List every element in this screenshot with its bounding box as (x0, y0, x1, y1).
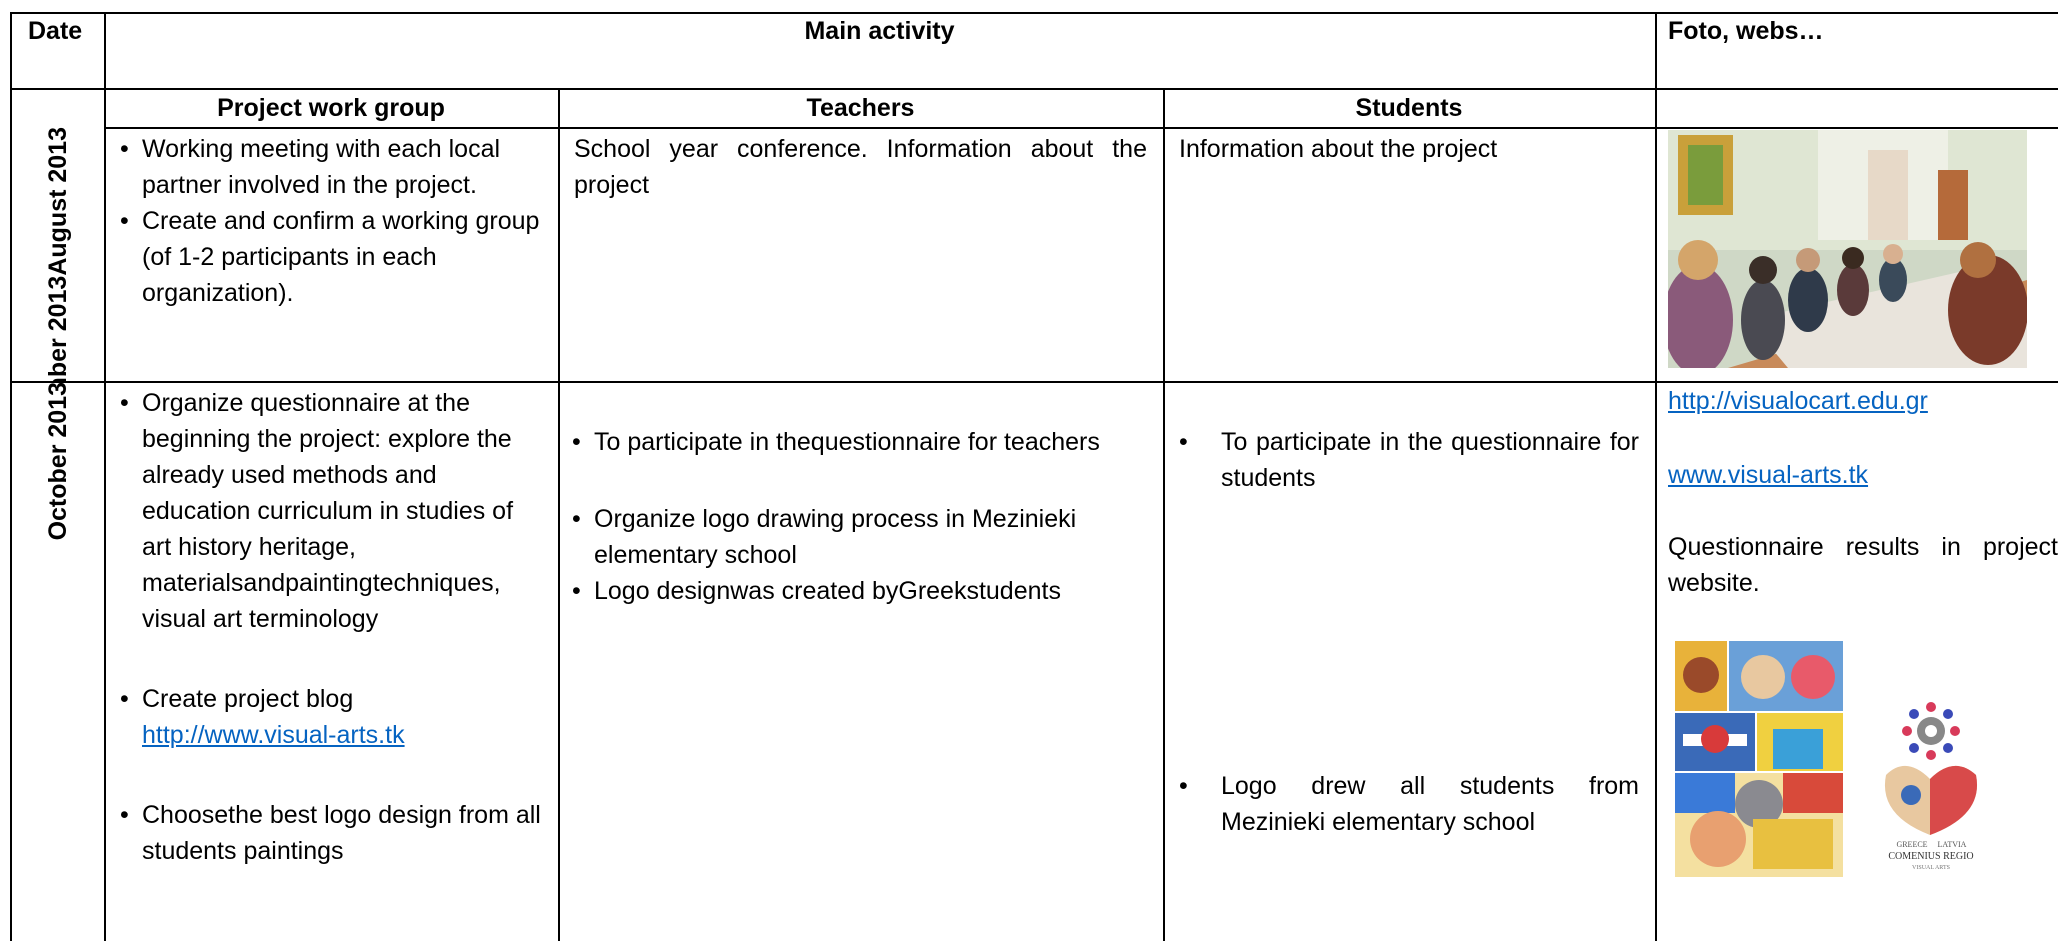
photo (1668, 130, 2027, 368)
border (1163, 88, 1165, 941)
foto-text: Questionnaire results in project website… (1668, 533, 2058, 597)
header-date: Date (28, 17, 83, 45)
bullet-text: Organize questionnaire at the beginning … (142, 389, 514, 633)
logo: GREECE LATVIA COMENIUS REGIO VISUAL ARTS (1866, 695, 1996, 877)
header-main: Main activity (804, 17, 955, 45)
collage (1673, 639, 1845, 879)
header-foto: Foto, webs… (1668, 17, 1824, 45)
bullet: • Organize logo drawing process in Mezini… (572, 501, 1132, 573)
link[interactable]: http://www.visual-arts.tk (142, 721, 405, 749)
bullet-text: Choosethe best logo design from all stud… (142, 801, 541, 865)
bullet-text: To participate in thequestionnaire for t… (594, 428, 1100, 456)
teachers: • Organize logo drawing process in Mezini… (572, 501, 1132, 609)
bullet-text: Logo designwas created byGreekstudents (594, 577, 1061, 605)
border (558, 88, 560, 941)
bullet: • Create project blog http://www.visual-ar… (120, 685, 405, 749)
logo-text: VISUAL ARTS (1912, 865, 1950, 871)
work-group: • Create project blog http://www.visual-ar… (120, 681, 545, 753)
bullet-text: Working meeting with each local partner … (142, 135, 501, 199)
date: September 2013August 2013 (44, 127, 72, 381)
border (10, 12, 12, 941)
link[interactable]: http://visualocart.edu.gr (1668, 387, 1928, 415)
bullet-text: To participate in the questionnaire for … (1221, 428, 1639, 492)
subheader: Teachers (806, 94, 915, 122)
bullet: • Working meeting with each local partner… (120, 131, 545, 203)
border (10, 381, 2058, 383)
bullet-text: Create and confirm a working group (of 1… (142, 207, 540, 307)
border (104, 127, 2058, 129)
work-group: • Organize questionnaire at the beginning… (120, 385, 545, 637)
bullet: • Organize questionnaire at the beginning… (120, 385, 545, 637)
border (1655, 12, 1657, 941)
bullet: • Logo drew all students from Mezinieki e… (1179, 768, 1639, 840)
bullet: • Choosethe best logo design from all stu… (120, 797, 545, 869)
students: Information about the project (1179, 135, 1498, 163)
bullet: • To participate in thequestionnaire for … (572, 424, 1157, 460)
subheader: Students (1355, 94, 1463, 122)
subheader: Project work group (217, 94, 445, 122)
teachers: School year conference. Information abou… (574, 135, 1147, 199)
bullet-text: Create project blog (142, 685, 354, 713)
border (10, 12, 2058, 14)
bullet: • Logo designwas created byGreekstudents (572, 573, 1132, 609)
logo-text: COMENIUS REGIO (1888, 851, 1973, 862)
teachers: • To participate in thequestionnaire for … (572, 424, 1157, 460)
logo-text: LATVIA (1938, 840, 1967, 849)
students: • Logo drew all students from Mezinieki e… (1179, 768, 1639, 840)
border (10, 88, 2058, 90)
bullet: • To participate in the questionnaire for… (1179, 424, 1639, 496)
bullet-text: Logo drew all students from Mezinieki el… (1221, 772, 1639, 836)
date: October 2013 (44, 382, 72, 541)
work-group: • Working meeting with each local partner… (120, 131, 545, 311)
bullet-text: Organize logo drawing process in Mezinie… (594, 505, 1077, 569)
logo-text: GREECE (1896, 840, 1927, 849)
link[interactable]: www.visual-arts.tk (1668, 461, 1869, 489)
date-cell: September 2013August 2013 (12, 127, 104, 381)
students: • To participate in the questionnaire for… (1179, 424, 1639, 496)
work-group: • Choosethe best logo design from all stu… (120, 797, 545, 869)
border (104, 12, 106, 941)
bullet: • Create and confirm a working group (of … (120, 203, 545, 311)
